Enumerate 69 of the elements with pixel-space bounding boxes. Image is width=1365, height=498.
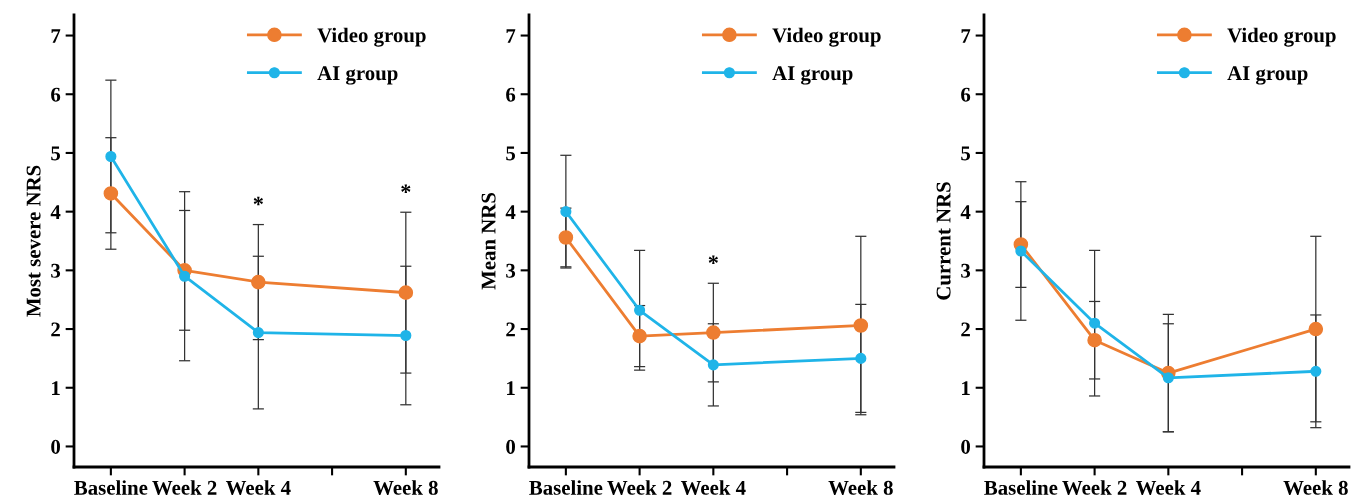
point xyxy=(400,329,412,342)
legend-label: AI group xyxy=(317,66,398,85)
y-tick-label: 2 xyxy=(51,322,60,337)
point xyxy=(634,304,646,316)
y-tick-label: 6 xyxy=(961,87,971,102)
point xyxy=(179,270,191,282)
y-tick-label: 0 xyxy=(51,439,61,454)
y-tick-label: 1 xyxy=(962,381,970,395)
y-tick-label: 5 xyxy=(51,146,61,161)
legend-label: Video group xyxy=(317,27,426,47)
x-tick-label: Week 4 xyxy=(1135,480,1201,495)
x-tick-label: Week 8 xyxy=(373,480,438,495)
y-tick-label: 4 xyxy=(505,205,516,219)
x-tick-label: Week 4 xyxy=(225,480,291,495)
x-tick-label: Week 8 xyxy=(828,480,893,495)
x-tick-label: Week 2 xyxy=(1062,480,1127,495)
point xyxy=(1162,372,1174,384)
y-tick-label: 7 xyxy=(506,29,516,43)
point xyxy=(251,274,266,290)
y-tick-label: 5 xyxy=(506,146,516,161)
y-axis-title: Mean NRS xyxy=(481,192,496,290)
y-tick-label: 5 xyxy=(961,146,971,161)
x-tick-label: Baseline xyxy=(529,480,603,495)
point xyxy=(103,186,119,201)
point xyxy=(632,328,647,344)
x-tick-label: Week 8 xyxy=(1283,480,1348,495)
point xyxy=(855,352,867,364)
point xyxy=(1310,365,1322,377)
legend-label: Video group xyxy=(772,27,881,47)
legend-label: AI group xyxy=(772,66,853,85)
y-tick-label: 4 xyxy=(960,205,971,219)
y-tick-label: 4 xyxy=(50,205,61,219)
point xyxy=(707,359,719,371)
y-tick-label: 7 xyxy=(51,29,61,43)
point xyxy=(1308,321,1324,337)
x-tick-label: Baseline xyxy=(984,480,1058,495)
point xyxy=(1087,332,1102,348)
point xyxy=(252,327,264,339)
point xyxy=(105,150,117,163)
point xyxy=(1089,317,1101,329)
y-axis-title: Most severe NRS xyxy=(26,165,41,317)
y-tick-label: 2 xyxy=(961,322,970,337)
y-tick-label: 0 xyxy=(961,439,971,454)
x-tick-label: Week 4 xyxy=(680,480,746,495)
y-tick-label: 7 xyxy=(961,29,971,43)
annotation: * xyxy=(708,255,718,264)
y-tick-label: 3 xyxy=(51,263,61,278)
y-tick-label: 6 xyxy=(506,87,516,102)
point xyxy=(853,318,869,333)
y-tick-label: 3 xyxy=(961,263,971,278)
annotation: * xyxy=(401,184,411,193)
y-tick-label: 1 xyxy=(507,381,515,395)
y-axis-title: Current NRS xyxy=(936,182,951,300)
x-tick-label: Week 2 xyxy=(152,480,217,495)
point xyxy=(558,230,574,245)
point xyxy=(560,206,572,218)
legend-label: Video group xyxy=(1227,27,1336,47)
point xyxy=(706,325,721,340)
y-tick-label: 3 xyxy=(506,263,516,278)
x-tick-label: Baseline xyxy=(74,480,148,495)
y-tick-label: 0 xyxy=(506,439,516,454)
point xyxy=(398,285,414,300)
x-tick-label: Week 2 xyxy=(607,480,672,495)
y-tick-label: 2 xyxy=(506,322,515,337)
y-tick-label: 6 xyxy=(51,87,61,102)
annotation: * xyxy=(253,196,263,206)
point xyxy=(1015,245,1027,257)
y-tick-label: 1 xyxy=(52,381,60,395)
legend-label: AI group xyxy=(1227,66,1308,85)
